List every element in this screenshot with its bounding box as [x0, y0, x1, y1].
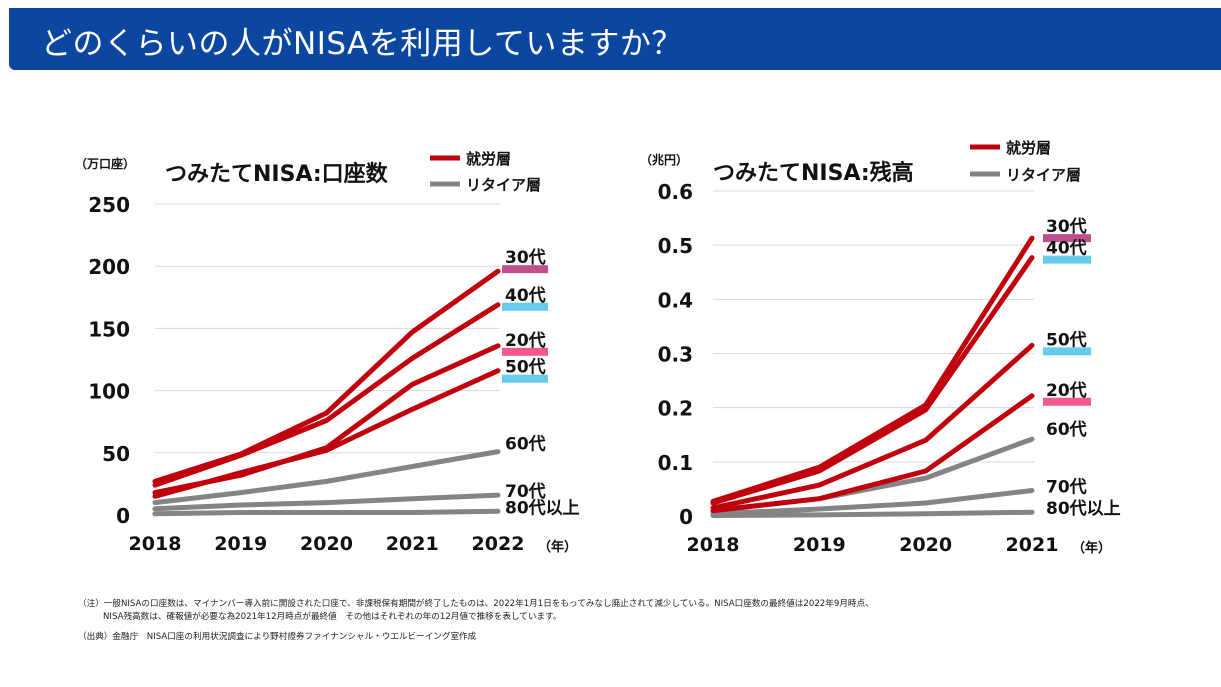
note-line-2: NISA残高数は、確報値が必要な為2021年12月時点が最終値 その他はそれぞれ…	[103, 612, 562, 622]
y-tick-label: 0.5	[658, 234, 693, 258]
series-line-80代以上	[152, 508, 501, 517]
y-tick-label: 0	[116, 504, 130, 528]
series-end-label: 80代以上	[1046, 498, 1121, 519]
legend-label-retired: リタイア層	[1006, 166, 1081, 184]
series-line-70代	[710, 488, 1035, 517]
series-label-band	[1043, 234, 1091, 243]
x-tick-label: 2021	[386, 533, 439, 555]
series-end-label: 20代	[1046, 380, 1087, 401]
series-end-label: 70代	[505, 481, 546, 502]
series-line-30代	[710, 235, 1035, 504]
series-line-70代	[152, 492, 501, 512]
series-label-band	[502, 265, 548, 274]
series-line-20代	[710, 393, 1035, 514]
y-tick-label: 150	[88, 317, 130, 341]
y-tick-label: 0.4	[658, 288, 693, 312]
series-end-label: 40代	[1046, 238, 1087, 259]
note-line-1: （注）一般NISAの口座数は、マイナンバー導入前に開設された口座で、非課税保有期…	[78, 599, 874, 609]
legend-label-working: 就労層	[466, 150, 511, 168]
x-tick-label: 2019	[793, 534, 846, 556]
series-line-50代	[710, 342, 1035, 511]
series-end-label: 60代	[505, 434, 546, 455]
series-end-label: 80代以上	[505, 497, 580, 518]
y-unit-label: （兆円）	[640, 152, 688, 167]
y-unit-label: （万口座）	[75, 156, 135, 171]
y-tick-label: 0.6	[658, 180, 693, 204]
y-tick-label: 250	[88, 193, 130, 217]
x-tick-label: 2020	[300, 533, 353, 555]
y-tick-label: 100	[88, 380, 130, 404]
source-note: （出典）金融庁 NISA口座の利用状況調査により野村證券ファイナンシャル・ウエル…	[78, 632, 477, 642]
series-line-40代	[710, 255, 1035, 506]
y-tick-label: 0.2	[658, 397, 693, 421]
x-tick-label: 2018	[129, 533, 182, 555]
x-tick-label: 2020	[899, 534, 952, 556]
x-unit-label: （年）	[1072, 540, 1111, 556]
x-tick-label: 2022	[472, 533, 525, 555]
y-tick-label: 0.1	[658, 451, 693, 475]
series-line-80代以上	[710, 509, 1035, 518]
series-end-label: 20代	[505, 330, 546, 351]
y-tick-label: 0	[679, 505, 693, 529]
y-tick-label: 50	[102, 442, 130, 466]
series-end-label: 30代	[1046, 216, 1087, 237]
series-end-label: 30代	[505, 247, 546, 268]
x-tick-label: 2018	[687, 534, 740, 556]
series-line-60代	[152, 449, 501, 506]
y-tick-label: 0.3	[658, 343, 693, 367]
series-label-band	[502, 302, 548, 311]
chart-title: つみたてNISA:口座数	[165, 161, 389, 187]
series-label-band	[1043, 347, 1091, 356]
series-line-50代	[152, 368, 501, 499]
series-label-band	[1043, 397, 1091, 406]
series-line-40代	[152, 302, 501, 488]
series-end-label: 70代	[1046, 477, 1087, 498]
series-label-band	[502, 374, 548, 383]
series-end-label: 60代	[1046, 419, 1087, 440]
x-tick-label: 2019	[214, 533, 267, 555]
y-tick-label: 200	[88, 255, 130, 279]
series-end-label: 40代	[505, 285, 546, 306]
page-title: どのくらいの人がNISAを利用していますか？	[41, 26, 683, 62]
legend-label-working: 就労層	[1006, 139, 1051, 157]
series-label-band	[1043, 255, 1091, 264]
series-end-label: 50代	[505, 357, 546, 378]
chart-title: つみたてNISA:残高	[713, 160, 914, 186]
series-end-label: 50代	[1046, 329, 1087, 350]
page-header: どのくらいの人がNISAを利用していますか？	[9, 8, 1221, 70]
legend-label-retired: リタイア層	[466, 176, 541, 194]
x-unit-label: （年）	[538, 539, 577, 555]
x-tick-label: 2021	[1006, 534, 1059, 556]
series-label-band	[502, 347, 548, 356]
